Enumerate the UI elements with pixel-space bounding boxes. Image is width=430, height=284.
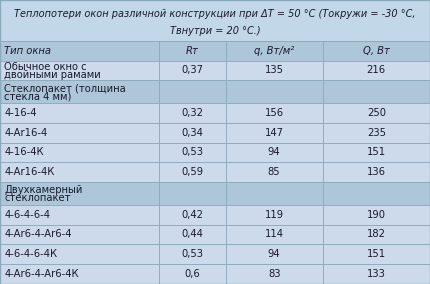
Bar [0, 60, 159, 80]
Text: 4-Ar6-4-Ar6-4: 4-Ar6-4-Ar6-4 [4, 229, 72, 239]
Bar [226, 205, 322, 225]
Text: 85: 85 [268, 167, 280, 177]
Bar [322, 264, 430, 284]
Text: Двухкамерный: Двухкамерный [4, 185, 83, 195]
Bar [322, 123, 430, 143]
Bar [226, 264, 322, 284]
Bar [0, 244, 159, 264]
Bar [226, 103, 322, 123]
Bar [0, 41, 159, 60]
Bar [0, 225, 159, 244]
Bar [159, 80, 226, 103]
Bar [159, 205, 226, 225]
Bar [159, 162, 226, 182]
Bar [0, 123, 159, 143]
Bar [226, 41, 322, 60]
Text: Теплопотери окон различной конструкции при ΔT = 50 °C (Tокружи = -30 °C,: Теплопотери окон различной конструкции п… [14, 9, 416, 19]
Text: 151: 151 [367, 147, 386, 157]
Text: 0,6: 0,6 [184, 269, 200, 279]
Bar [0, 205, 159, 225]
Bar [0, 162, 159, 182]
Bar [322, 182, 430, 205]
Bar [159, 60, 226, 80]
Bar [322, 41, 430, 60]
Text: 114: 114 [264, 229, 284, 239]
Text: 0,42: 0,42 [181, 210, 203, 220]
Text: 4-16-4: 4-16-4 [4, 108, 37, 118]
Bar [226, 60, 322, 80]
Text: 0,59: 0,59 [181, 167, 203, 177]
Bar [226, 182, 322, 205]
Text: 0,34: 0,34 [181, 128, 203, 138]
Text: 147: 147 [264, 128, 284, 138]
Bar [322, 205, 430, 225]
Bar [322, 225, 430, 244]
Bar [226, 143, 322, 162]
Bar [159, 225, 226, 244]
Bar [159, 41, 226, 60]
Text: 250: 250 [367, 108, 386, 118]
Bar [322, 143, 430, 162]
Bar [0, 103, 159, 123]
Text: 0,32: 0,32 [181, 108, 203, 118]
Text: 4-Ar6-4-Ar6-4К: 4-Ar6-4-Ar6-4К [4, 269, 79, 279]
Text: 0,44: 0,44 [181, 229, 203, 239]
Text: 151: 151 [367, 249, 386, 259]
Bar [159, 123, 226, 143]
Bar [159, 143, 226, 162]
Bar [322, 103, 430, 123]
Text: 182: 182 [367, 229, 386, 239]
Text: Rᴛ: Rᴛ [186, 46, 199, 56]
Text: Tвнутри = 20 °C.): Tвнутри = 20 °C.) [170, 26, 260, 36]
Text: 94: 94 [268, 147, 280, 157]
Text: 190: 190 [367, 210, 386, 220]
Text: 216: 216 [367, 65, 386, 76]
Bar [0, 143, 159, 162]
Bar [0, 80, 159, 103]
Text: 94: 94 [268, 249, 280, 259]
Bar [159, 103, 226, 123]
Text: Тип окна: Тип окна [4, 46, 51, 56]
Bar [322, 60, 430, 80]
Bar [226, 80, 322, 103]
Text: 136: 136 [367, 167, 386, 177]
Text: 135: 135 [264, 65, 284, 76]
Text: 83: 83 [268, 269, 280, 279]
Text: 0,53: 0,53 [181, 249, 203, 259]
Bar [226, 225, 322, 244]
Text: 133: 133 [367, 269, 386, 279]
Bar [159, 182, 226, 205]
Text: q, Вт/м²: q, Вт/м² [254, 46, 294, 56]
Text: 0,53: 0,53 [181, 147, 203, 157]
Bar [322, 80, 430, 103]
Bar [322, 162, 430, 182]
Bar [159, 244, 226, 264]
Bar [322, 244, 430, 264]
Bar [226, 244, 322, 264]
Text: 4-6-4-6-4К: 4-6-4-6-4К [4, 249, 58, 259]
Bar [0, 0, 430, 41]
Text: 4-16-4К: 4-16-4К [4, 147, 44, 157]
Bar [226, 162, 322, 182]
Text: Обычное окно с: Обычное окно с [4, 62, 87, 72]
Text: Q, Вт: Q, Вт [363, 46, 390, 56]
Text: 156: 156 [264, 108, 284, 118]
Text: Стеклопакет (толщина: Стеклопакет (толщина [4, 83, 126, 93]
Bar [159, 264, 226, 284]
Text: стеклопакет: стеклопакет [4, 193, 71, 203]
Bar [226, 123, 322, 143]
Text: 4-6-4-6-4: 4-6-4-6-4 [4, 210, 50, 220]
Bar [0, 264, 159, 284]
Text: 0,37: 0,37 [181, 65, 203, 76]
Text: 4-Ar16-4К: 4-Ar16-4К [4, 167, 55, 177]
Text: двойными рамами: двойными рамами [4, 70, 101, 80]
Text: стекла 4 мм): стекла 4 мм) [4, 92, 72, 102]
Text: 235: 235 [367, 128, 386, 138]
Text: 4-Ar16-4: 4-Ar16-4 [4, 128, 48, 138]
Text: 119: 119 [264, 210, 284, 220]
Bar [0, 182, 159, 205]
